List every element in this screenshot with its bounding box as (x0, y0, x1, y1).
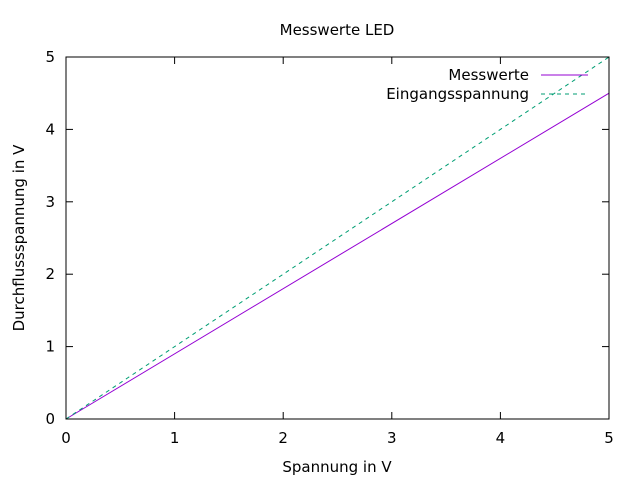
x-tick-label: 2 (278, 429, 288, 447)
y-tick-label: 0 (45, 410, 55, 428)
series-layer (65, 56, 610, 420)
ticks-layer: 0 1 2 3 4 5 0 1 2 3 4 5 (45, 48, 613, 447)
y-tick-label: 4 (45, 120, 55, 138)
legend-label: Messwerte (448, 66, 529, 84)
plot-frame (65, 56, 610, 420)
x-tick-label: 4 (496, 429, 506, 447)
y-tick-label: 3 (45, 193, 55, 211)
series-line (65, 56, 610, 420)
x-tick-label: 5 (604, 429, 614, 447)
series-line (65, 92, 610, 420)
x-axis-label: Spannung in V (282, 458, 392, 476)
y-tick-label: 5 (45, 48, 55, 66)
y-axis-label: Durchflussspannung in V (10, 144, 28, 332)
y-tick-label: 2 (45, 265, 55, 283)
chart-title: Messwerte LED (280, 21, 395, 39)
x-tick-label: 3 (387, 429, 397, 447)
x-tick-label: 1 (170, 429, 180, 447)
x-tick-label: 0 (61, 429, 71, 447)
y-tick-label: 1 (45, 338, 55, 356)
legend-label: Eingangsspannung (386, 85, 529, 103)
